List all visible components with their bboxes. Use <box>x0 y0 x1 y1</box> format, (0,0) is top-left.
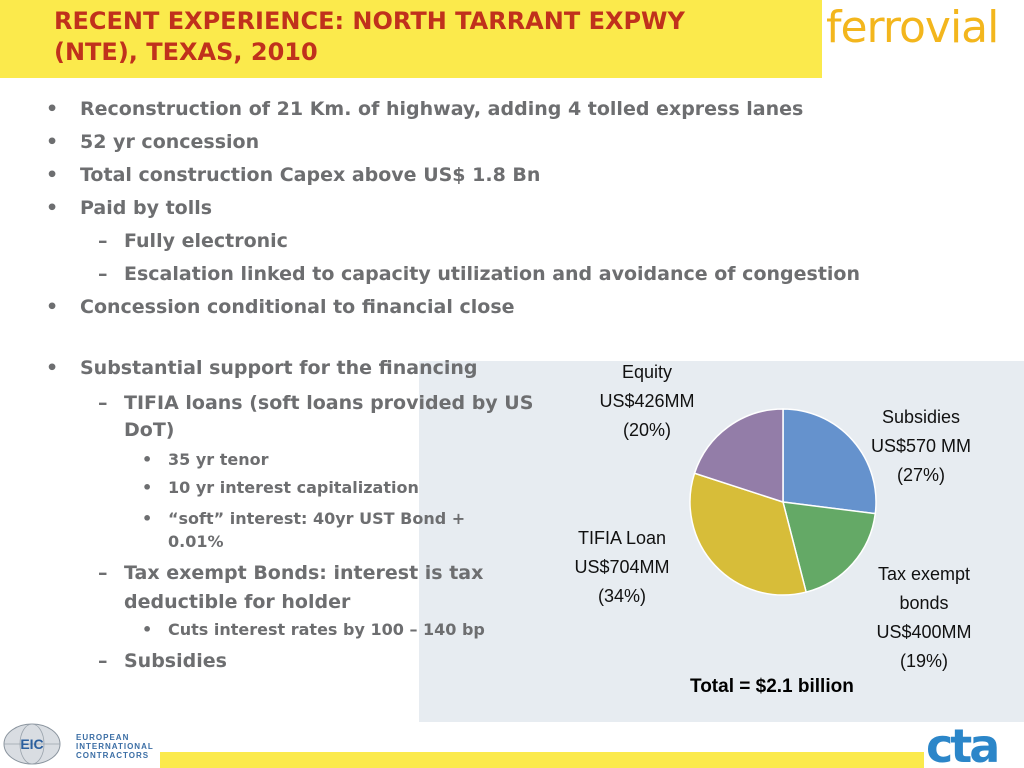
sub-sub-bullet-item: • 35 yr tenor <box>142 450 269 469</box>
pie-label-tax-exempt-bonds: Tax exempt bonds US$400MM (19%) <box>876 564 972 671</box>
pie-label-equity: Equity US$426MM (20%) <box>599 362 695 440</box>
sub-bullet-item: – TIFIA loans (soft loans provided by US … <box>98 392 534 441</box>
title-band <box>0 0 822 78</box>
pie-label-tifia: TIFIA Loan US$704MM (34%) <box>574 528 670 606</box>
chart-total: Total = $2.1 billion <box>690 676 854 697</box>
footer-band <box>160 752 924 768</box>
cta-logo: cta <box>926 719 1000 766</box>
bullet-item: • Total construction Capex above US$ 1.8 … <box>46 164 541 186</box>
page-title: RECENT EXPERIENCE: NORTH TARRANT EXPWY (… <box>54 6 814 68</box>
sub-bullet-item: – Escalation linked to capacity utilizati… <box>98 263 860 285</box>
pie-label-subsidies: Subsidies US$570 MM (27%) <box>870 407 972 485</box>
sub-bullet-item: – Tax exempt Bonds: interest is tax deduc… <box>98 562 484 613</box>
bullet-item: • Paid by tolls <box>46 197 213 219</box>
eic-globe-icon: EIC <box>3 723 61 765</box>
sub-sub-bullet-item: • 10 yr interest capitalization <box>142 478 419 497</box>
sub-sub-bullet-item: • Cuts interest rates by 100 – 140 bp <box>142 620 485 639</box>
cta-logo-text: cta <box>926 719 997 766</box>
bullet-item: • Substantial support for the financing <box>46 357 478 379</box>
title-line-2: (NTE), TEXAS, 2010 <box>54 38 318 66</box>
sub-bullet-item: – Subsidies <box>98 650 227 672</box>
bullet-item: • Reconstruction of 21 Km. of highway, ad… <box>46 98 804 120</box>
bullet-item: • Concession conditional to financial clo… <box>46 296 515 318</box>
sub-sub-bullet-item: • “soft” interest: 40yr UST Bond + 0.01% <box>142 509 466 551</box>
bullet-item: • 52 yr concession <box>46 131 260 153</box>
title-line-1: RECENT EXPERIENCE: NORTH TARRANT EXPWY <box>54 7 685 35</box>
ferrovial-logo: ferrovial <box>826 2 999 53</box>
sub-bullet-item: – Fully electronic <box>98 230 288 252</box>
eic-logo-text: EIC <box>20 736 43 752</box>
eic-wordmark: EUROPEAN INTERNATIONAL CONTRACTORS <box>76 733 154 760</box>
